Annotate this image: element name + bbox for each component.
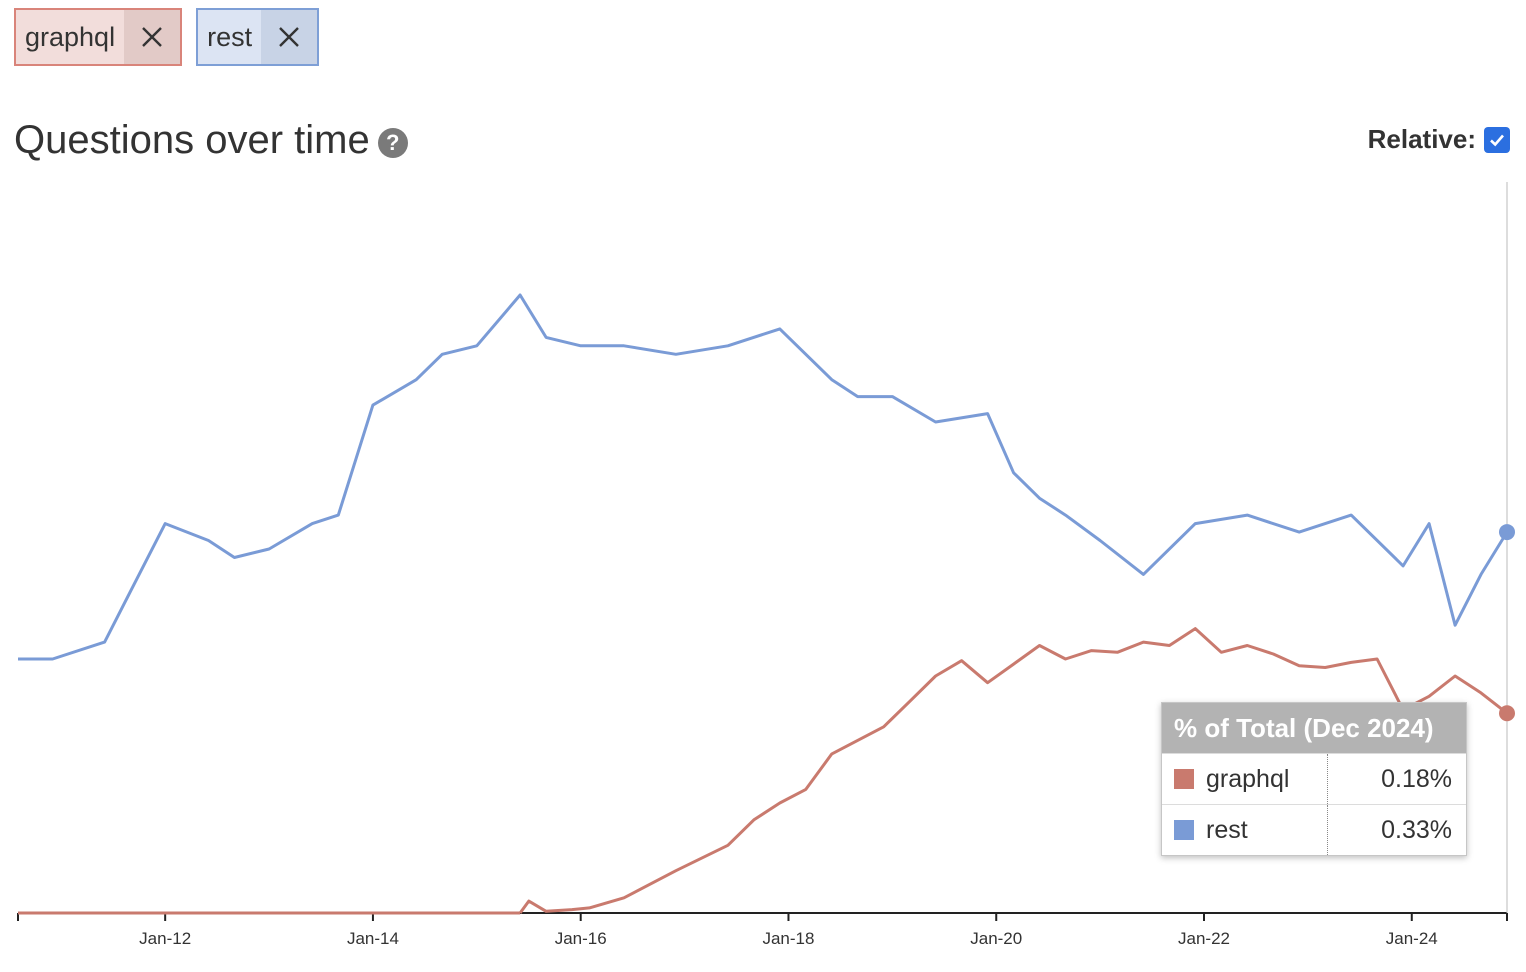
tag-chips: graphql rest bbox=[14, 8, 320, 66]
chart-title: Questions over time bbox=[14, 118, 370, 162]
remove-tag-button[interactable] bbox=[124, 10, 181, 64]
question-circle-icon[interactable]: ? bbox=[377, 127, 408, 158]
x-tick-label: Jan-16 bbox=[555, 929, 607, 948]
tooltip-row: graphql 0.18% bbox=[1162, 753, 1466, 804]
checkmark-icon bbox=[1490, 134, 1504, 146]
series-line-graphql bbox=[518, 627, 1508, 914]
relative-label: Relative: bbox=[1367, 124, 1476, 154]
x-tick-label: Jan-24 bbox=[1386, 929, 1438, 948]
tooltip-row: rest 0.33% bbox=[1162, 804, 1466, 855]
legend-swatch-graphql bbox=[1174, 769, 1194, 789]
series-endpoint-rest bbox=[1499, 524, 1515, 541]
x-tick-label: Jan-22 bbox=[1178, 929, 1230, 948]
tooltip-series-name: graphql bbox=[1206, 764, 1290, 793]
chart-header: Questions over time ? bbox=[14, 118, 408, 163]
chart-tooltip: % of Total (Dec 2024) graphql 0.18% rest… bbox=[1161, 702, 1467, 856]
tag-chip-label: rest bbox=[207, 21, 253, 52]
tooltip-header: % of Total (Dec 2024) bbox=[1162, 703, 1466, 753]
relative-checkbox[interactable] bbox=[1484, 126, 1510, 153]
relative-toggle: Relative: bbox=[1368, 124, 1510, 155]
tooltip-value: 0.18% bbox=[1381, 764, 1452, 793]
tooltip-series-name: rest bbox=[1206, 815, 1248, 844]
series-line-rest bbox=[18, 293, 1509, 661]
x-tick-label: Jan-12 bbox=[139, 929, 191, 948]
tag-chip-rest: rest bbox=[196, 8, 320, 66]
x-tick-label: Jan-20 bbox=[970, 929, 1022, 948]
remove-tag-button[interactable] bbox=[261, 10, 318, 64]
close-icon bbox=[279, 27, 299, 47]
series-endpoint-graphql bbox=[1499, 705, 1515, 722]
tag-chip-graphql: graphql bbox=[14, 8, 183, 66]
close-icon bbox=[142, 27, 162, 47]
tag-chip-label: graphql bbox=[25, 21, 116, 52]
tooltip-value: 0.33% bbox=[1381, 815, 1452, 844]
x-tick-label: Jan-14 bbox=[347, 929, 399, 948]
legend-swatch-rest bbox=[1174, 820, 1194, 840]
x-tick-label: Jan-18 bbox=[762, 929, 814, 948]
